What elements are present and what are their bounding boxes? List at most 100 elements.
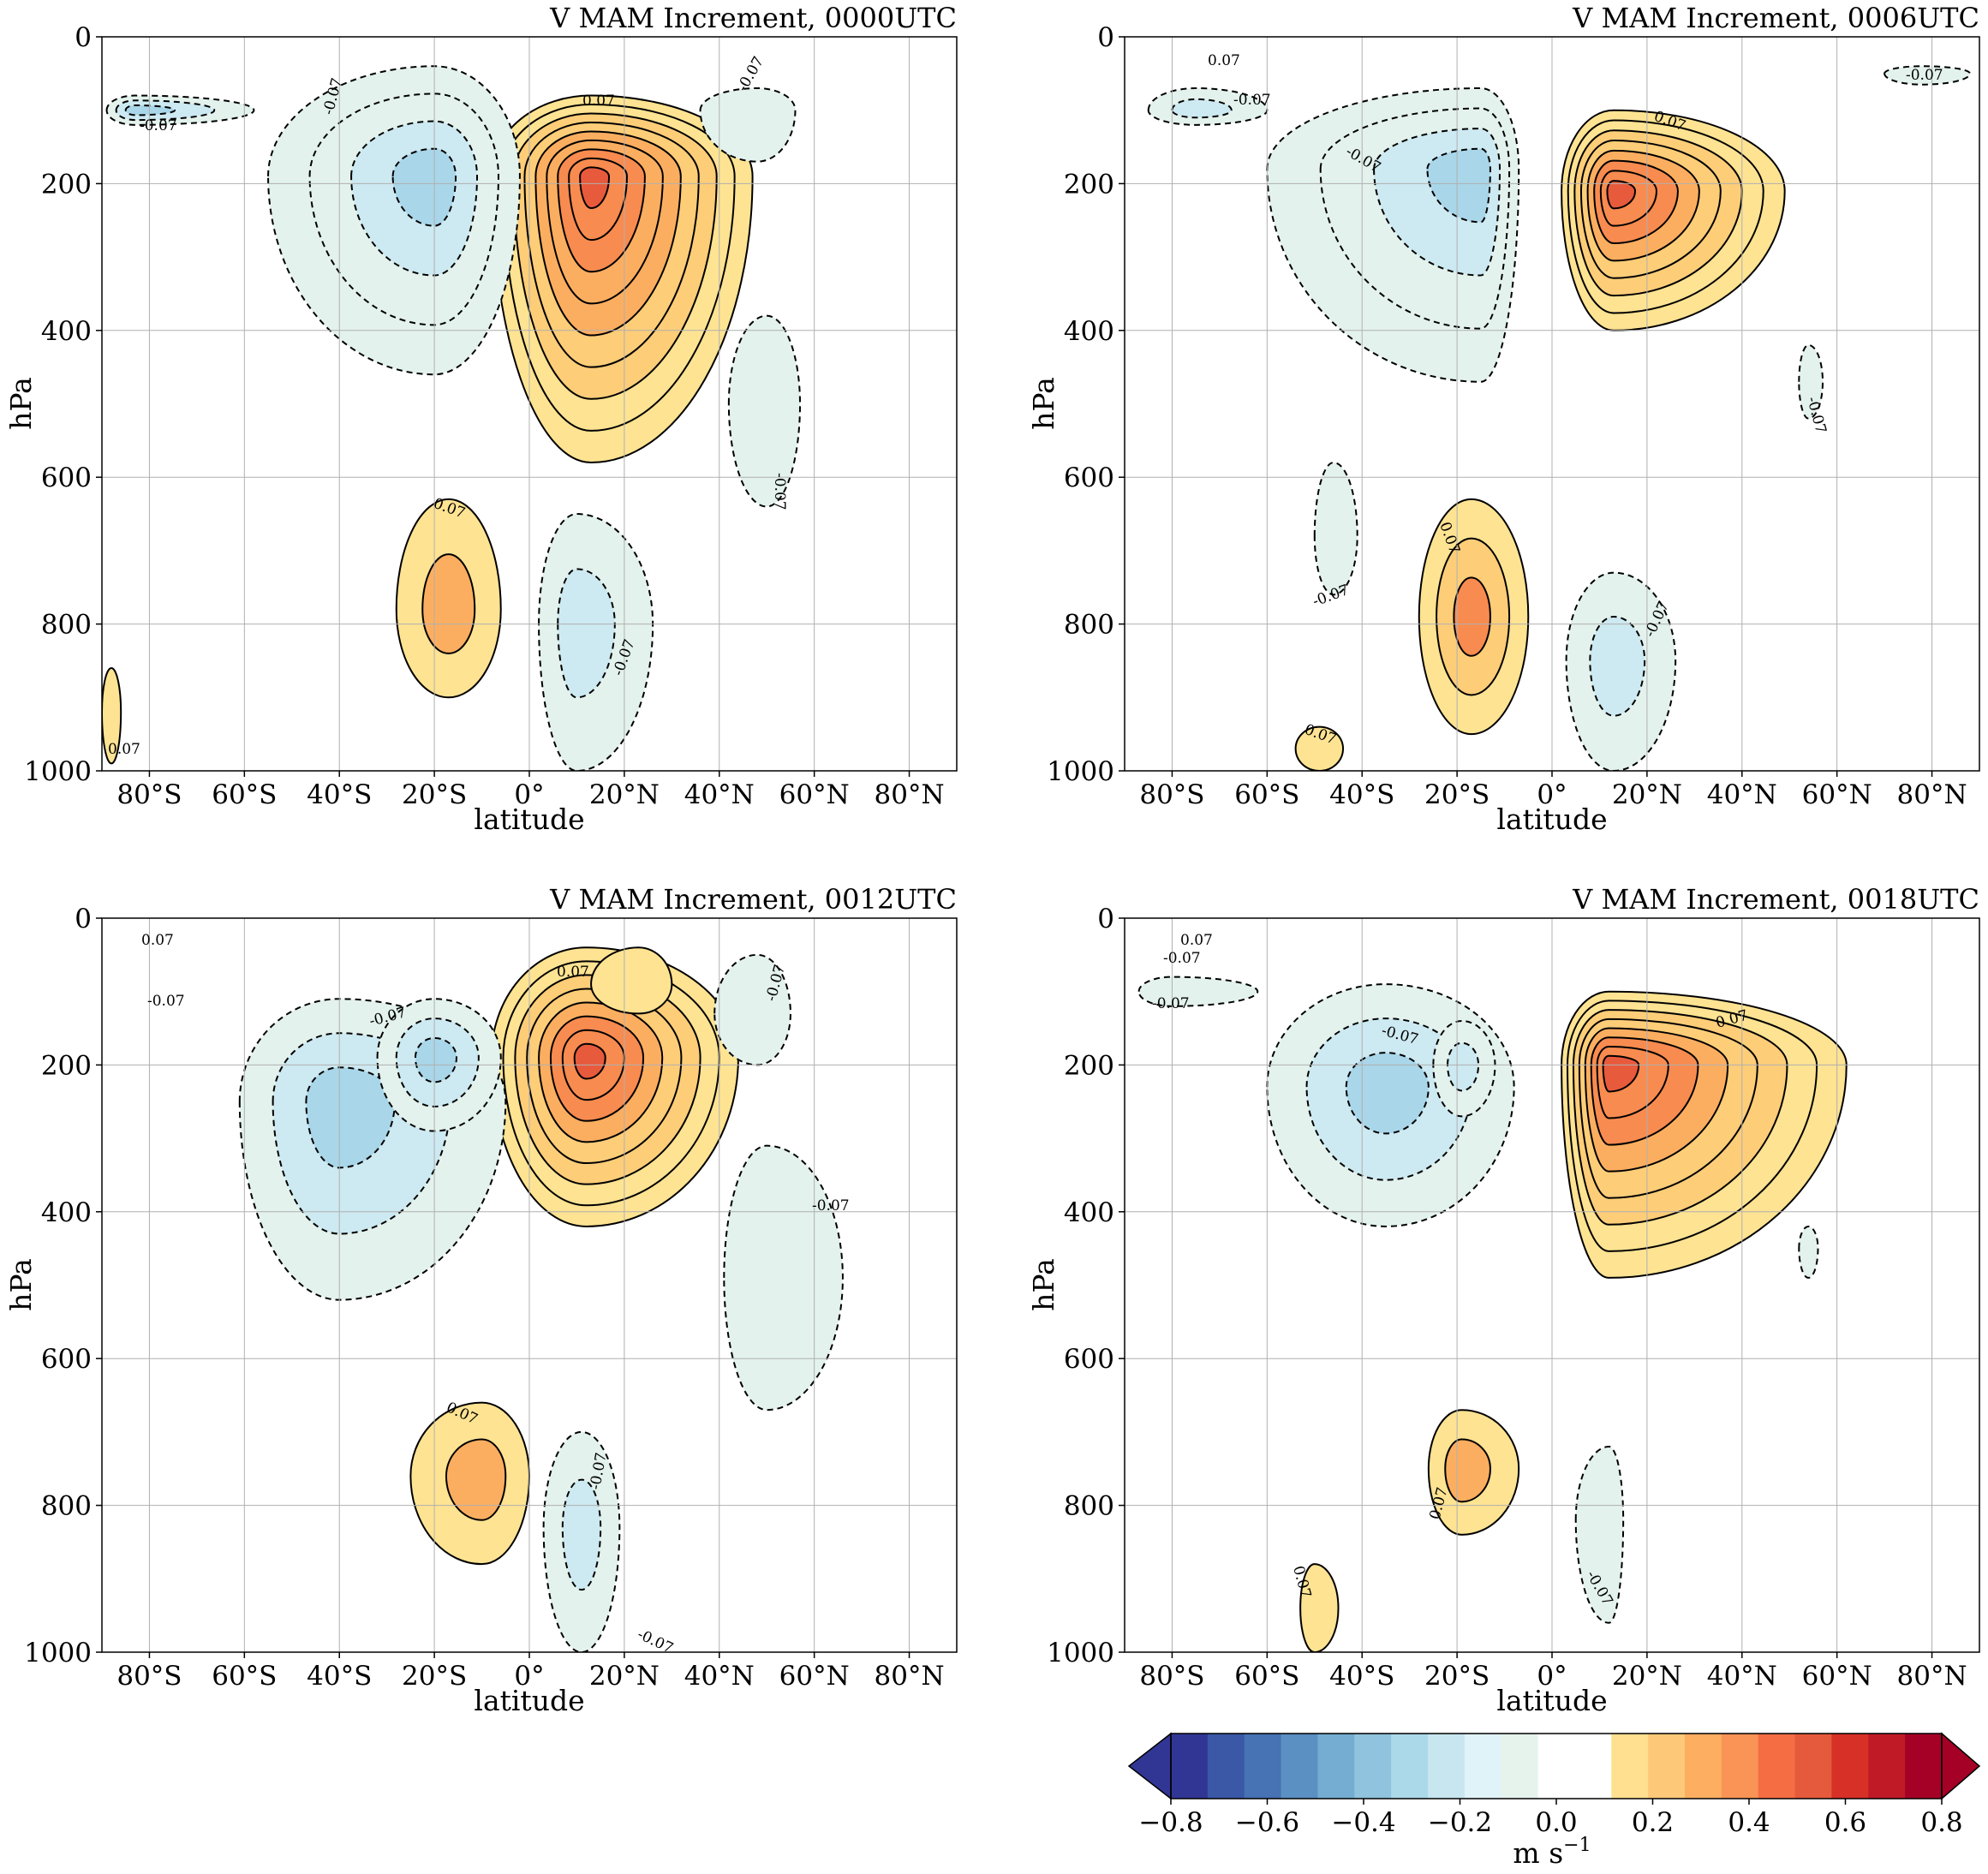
y-tick-label: 1000 xyxy=(24,756,92,787)
colorbar-segment xyxy=(1831,1734,1869,1799)
x-tick-label: 60°S xyxy=(1234,1661,1299,1692)
y-axis-label: hPa xyxy=(1027,1258,1060,1311)
contour-fills xyxy=(238,946,844,1652)
colorbar: −0.8 −0.6 −0.4 −0.2 0.0 0.2 0.4 0.6 0.8 m s−1 xyxy=(1127,1732,1981,1870)
colorbar-tick-label: −0.2 xyxy=(1428,1807,1492,1838)
y-tick-label: 800 xyxy=(41,1491,92,1522)
y-ticks: 0 200 400 600 800 1000 xyxy=(1047,904,1125,1668)
y-tick-label: 200 xyxy=(41,1050,92,1081)
positive-contour xyxy=(579,166,611,209)
negative-contour xyxy=(124,104,176,116)
x-tick-label: 20°N xyxy=(589,779,660,810)
y-tick-label: 0 xyxy=(1097,904,1114,934)
y-tick-label: 400 xyxy=(1064,1197,1114,1228)
x-axis-label: latitude xyxy=(1496,1684,1607,1717)
colorbar-tick-label: −0.6 xyxy=(1235,1807,1299,1838)
y-tick-label: 1000 xyxy=(1047,756,1114,787)
x-tick-label: 40°S xyxy=(307,1661,372,1692)
y-ticks: 0 200 400 600 800 1000 xyxy=(1047,22,1125,787)
colorbar-label-exponent: −1 xyxy=(1563,1835,1591,1856)
x-tick-label: 80°N xyxy=(875,1661,945,1692)
x-tick-label: 40°N xyxy=(684,1661,755,1692)
x-tick-label: 20°N xyxy=(589,1661,660,1692)
x-ticks: 80°S 60°S 40°S 20°S 0° 20°N 40°N 60°N 80°N xyxy=(1139,1652,1967,1692)
x-tick-label: 0° xyxy=(1537,1661,1567,1692)
contour-fills xyxy=(102,65,802,771)
colorbar-segment xyxy=(1758,1734,1796,1799)
y-tick-label: 400 xyxy=(41,1197,92,1228)
contour-fills xyxy=(1137,976,1848,1652)
negative-contour xyxy=(1137,976,1259,1007)
negative-contour xyxy=(699,87,797,163)
contour-label: -0.07 xyxy=(812,1197,850,1215)
contour-label: -0.07 xyxy=(1233,92,1271,109)
colorbar-extend-max xyxy=(1941,1732,1981,1800)
x-ticks: 80°S 60°S 40°S 20°S 0° 20°N 40°N 60°N 80°N xyxy=(1139,771,1967,810)
x-tick-label: 80°N xyxy=(1897,1661,1967,1692)
x-tick-label: 80°S xyxy=(1139,1661,1204,1692)
y-tick-label: 1000 xyxy=(24,1638,92,1668)
positive-contour xyxy=(1444,1438,1491,1503)
colorbar-tick-label: 0.6 xyxy=(1824,1807,1866,1838)
y-ticks: 0 200 400 600 800 1000 xyxy=(24,22,102,787)
y-tick-label: 600 xyxy=(41,1344,92,1375)
x-tick-label: 60°N xyxy=(779,779,850,810)
colorbar-tick-label: 0.0 xyxy=(1535,1807,1577,1838)
negative-contour xyxy=(1798,1225,1819,1279)
colorbar-label-text: m s xyxy=(1513,1836,1563,1870)
y-tick-label: 200 xyxy=(1064,169,1114,200)
x-tick-label: 40°S xyxy=(1329,779,1394,810)
x-tick-label: 80°N xyxy=(1897,779,1967,810)
negative-contour xyxy=(557,568,616,699)
negative-contour xyxy=(713,953,791,1066)
x-tick-label: 80°S xyxy=(116,1661,182,1692)
y-tick-label: 600 xyxy=(1064,463,1114,493)
positive-contour xyxy=(445,1438,507,1521)
x-tick-label: 20°S xyxy=(1424,1661,1490,1692)
panel-title: V MAM Increment, 0006UTC xyxy=(1572,2,1979,34)
x-tick-label: 20°S xyxy=(402,779,467,810)
y-axis-label: hPa xyxy=(4,377,38,430)
colorbar-segment xyxy=(1281,1734,1319,1799)
colorbar-segment xyxy=(1464,1734,1502,1799)
y-tick-label: 1000 xyxy=(1047,1638,1114,1668)
negative-contour xyxy=(727,314,802,508)
y-ticks: 0 200 400 600 800 1000 xyxy=(24,904,102,1668)
colorbar-segment xyxy=(1868,1734,1906,1799)
contour-label: 0.07 xyxy=(1180,932,1213,949)
negative-contour xyxy=(561,1478,602,1591)
contour-label: 0.07 xyxy=(557,964,589,981)
y-tick-label: 0 xyxy=(75,22,92,53)
contour-label: 0.07 xyxy=(1208,52,1240,69)
y-axis-label: hPa xyxy=(4,1258,38,1311)
colorbar-tick-label: −0.4 xyxy=(1331,1807,1395,1838)
x-tick-label: 0° xyxy=(1537,779,1567,810)
x-tick-label: 40°N xyxy=(684,779,755,810)
x-tick-label: 60°N xyxy=(1802,779,1872,810)
contour-label: -0.07 xyxy=(140,117,177,134)
y-tick-label: 200 xyxy=(41,169,92,200)
x-tick-label: 40°N xyxy=(1707,779,1777,810)
colorbar-ticks: −0.8 −0.6 −0.4 −0.2 0.0 0.2 0.4 0.6 0.8 xyxy=(1138,1799,1963,1838)
colorbar-segment xyxy=(1574,1734,1612,1799)
x-axis-label: latitude xyxy=(474,1684,584,1717)
x-ticks: 80°S 60°S 40°S 20°S 0° 20°N 40°N 60°N 80°N xyxy=(116,771,945,810)
panel-title: V MAM Increment, 0018UTC xyxy=(1572,883,1979,916)
contour-label: 0.07 xyxy=(582,93,615,110)
panel-0006utc: V MAM Increment, 0006UTC 0.07 -0.07 -0.0… xyxy=(1027,2,1980,836)
colorbar-segment xyxy=(1354,1734,1392,1799)
x-tick-label: 20°S xyxy=(402,1661,467,1692)
y-tick-label: 0 xyxy=(1097,22,1114,53)
contour-label: -0.07 xyxy=(1163,950,1201,967)
colorbar-tick-label: 0.8 xyxy=(1920,1807,1962,1838)
colorbar-tick-label: 0.4 xyxy=(1728,1807,1770,1838)
negative-contour xyxy=(723,1144,844,1411)
panel-0018utc: V MAM Increment, 0018UTC 0.07 -0.07 -0.0… xyxy=(1027,883,1980,1717)
positive-contour xyxy=(590,946,673,1015)
positive-contour xyxy=(1606,180,1637,210)
colorbar-segment xyxy=(1244,1734,1282,1799)
colorbar-segment xyxy=(1905,1734,1943,1799)
y-tick-label: 0 xyxy=(75,904,92,934)
x-tick-label: 40°S xyxy=(307,779,372,810)
